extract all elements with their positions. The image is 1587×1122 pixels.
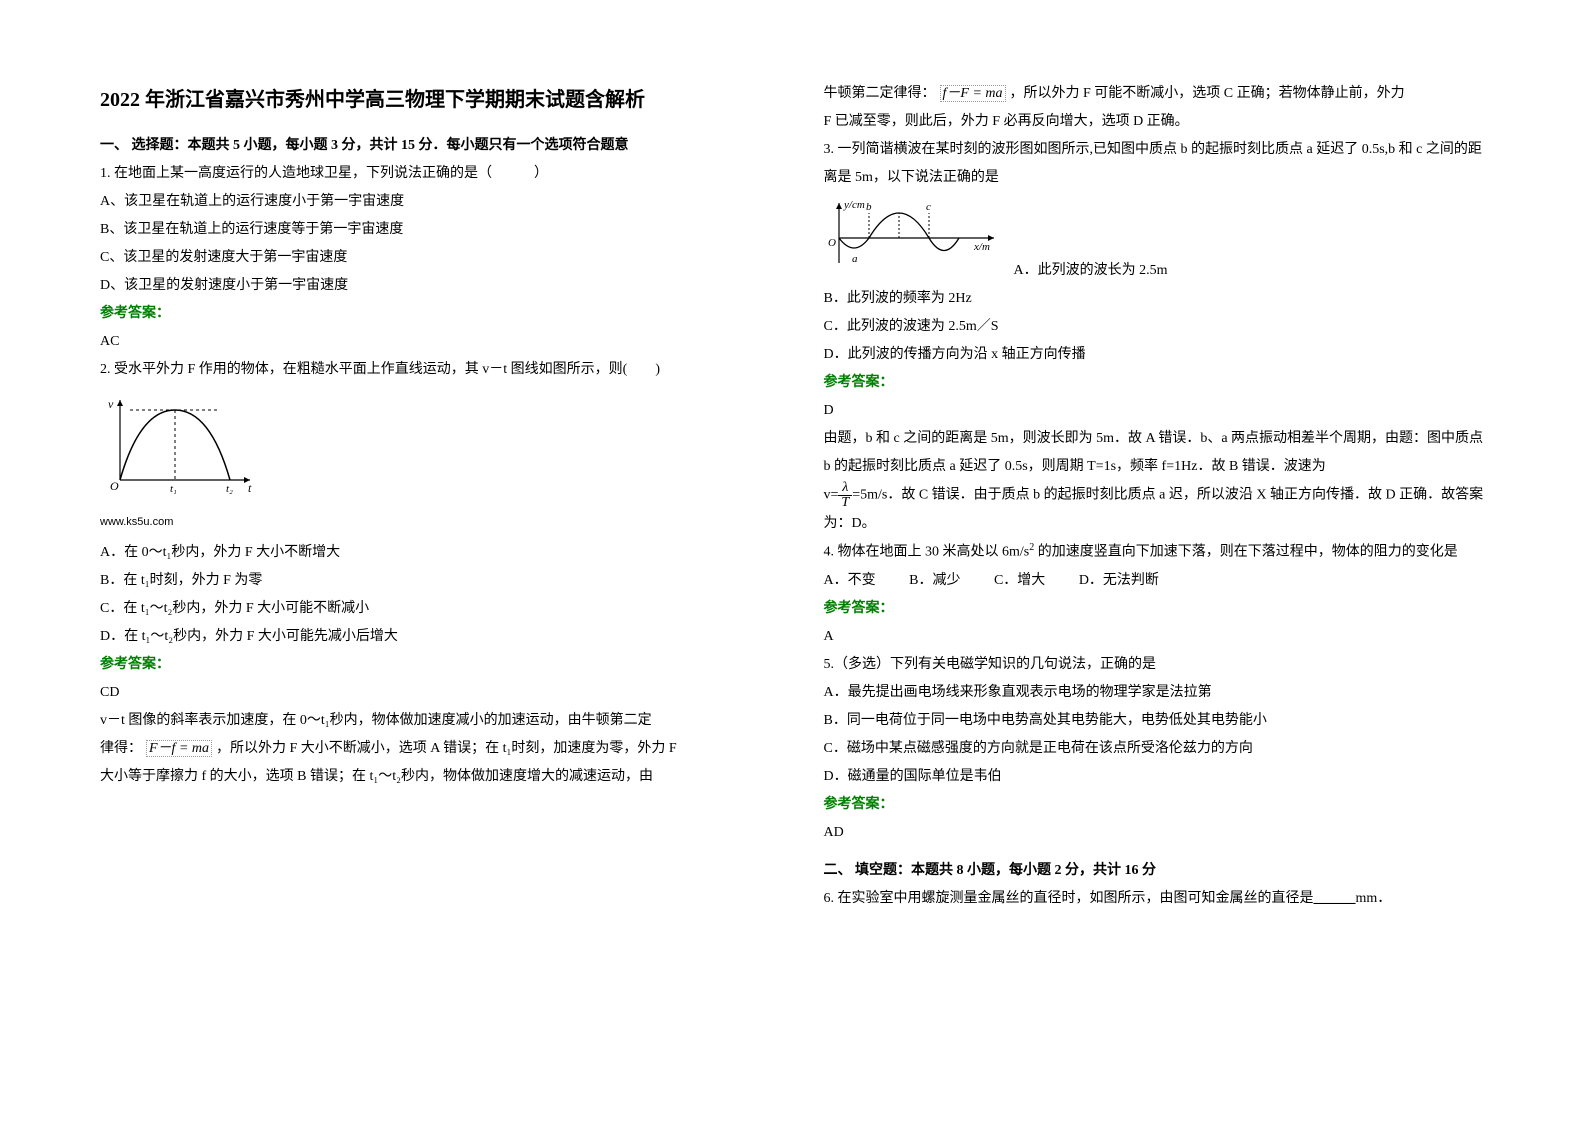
q4-options: A．不变 B．减少 C．增大 D．无法判断: [824, 567, 1488, 595]
q3-optA: A．此列波的波长为 2.5m: [1014, 257, 1168, 285]
q1-optB: B、该卫星在轨道上的运行速度等于第一宇宙速度: [100, 216, 764, 244]
doc-title: 2022 年浙江省嘉兴市秀州中学高三物理下学期期末试题含解析: [100, 80, 764, 120]
q5-answer: AD: [824, 819, 1488, 847]
q4-answer: A: [824, 623, 1488, 651]
q1-stem: 1. 在地面上某一高度运行的人造地球卫星，下列说法正确的是（ ）: [100, 160, 764, 188]
left-column: 2022 年浙江省嘉兴市秀州中学高三物理下学期期末试题含解析 一、 选择题：本题…: [100, 80, 764, 913]
q5-optB: B．同一电荷位于同一电场中电势高处其电势能大，电势低处其电势能小: [824, 707, 1488, 735]
q2-expl-line3: 大小等于摩擦力 f 的大小，选项 B 错误；在 t₁～t₂秒内，物体做加速度增大…: [100, 763, 764, 791]
section1-heading: 一、 选择题：本题共 5 小题，每小题 3 分，共计 15 分．每小题只有一个选…: [100, 132, 764, 160]
q2-optD: D．在 t₁～t₂秒内，外力 F 大小可能先减小后增大: [100, 623, 764, 651]
section2-heading: 二、 填空题：本题共 8 小题，每小题 2 分，共计 16 分: [824, 857, 1488, 885]
q2-optA: A．在 0～t₁秒内，外力 F 大小不断增大: [100, 539, 764, 567]
svg-text:c: c: [926, 201, 931, 213]
q2-optC: C．在 t₁～t₂秒内，外力 F 大小可能不断减小: [100, 595, 764, 623]
q1-optD: D、该卫星的发射速度小于第一宇宙速度: [100, 272, 764, 300]
q2-graph: v t O t₁ t₂ www.ks5u.com: [100, 390, 764, 533]
q2-graph-url: www.ks5u.com: [100, 511, 764, 533]
svg-text:t: t: [248, 481, 252, 495]
q2-formula-2: f－F = ma: [940, 85, 1006, 102]
q3-expl2: v= λ T =5m/s．故 C 错误．由于质点 b 的起振时刻比质点 a 迟，…: [824, 481, 1488, 538]
q6-stem: 6. 在实验室中用螺旋测量金属丝的直径时，如图所示，由图可知金属丝的直径是___…: [824, 885, 1488, 913]
q2-answer-label: 参考答案：: [100, 651, 764, 679]
q3-optC: C．此列波的波速为 2.5m／S: [824, 313, 1488, 341]
q2-expl-line1: v－t 图像的斜率表示加速度，在 0～t₁秒内，物体做加速度减小的加速运动，由牛…: [100, 707, 764, 735]
q2-answer: CD: [100, 679, 764, 707]
right-column: 牛顿第二定律得：f－F = ma，所以外力 F 可能不断减小，选项 C 正确；若…: [824, 80, 1488, 913]
q1-optA: A、该卫星在轨道上的运行速度小于第一宇宙速度: [100, 188, 764, 216]
q1-optC: C、该卫星的发射速度大于第一宇宙速度: [100, 244, 764, 272]
q5-stem: 5.（多选）下列有关电磁学知识的几句说法，正确的是: [824, 651, 1488, 679]
q2-expl-line4: 牛顿第二定律得：f－F = ma，所以外力 F 可能不断减小，选项 C 正确；若…: [824, 80, 1488, 108]
q2-formula-1: F－f = ma: [146, 740, 212, 757]
q2-t1-label: t₁: [170, 483, 177, 495]
q3-answer: D: [824, 397, 1488, 425]
q5-optC: C．磁场中某点磁感强度的方向就是正电荷在该点所受洛伦兹力的方向: [824, 735, 1488, 763]
svg-text:O: O: [110, 479, 119, 493]
q2-optB: B．在 t₁时刻，外力 F 为零: [100, 567, 764, 595]
q3-optD: D．此列波的传播方向为沿 x 轴正方向传播: [824, 341, 1488, 369]
q5-answer-label: 参考答案：: [824, 791, 1488, 819]
q1-answer: AC: [100, 328, 764, 356]
q3-expl1: 由题，b 和 c 之间的距离是 5m，则波长即为 5m．故 A 错误．b、a 两…: [824, 425, 1488, 481]
q1-answer-label: 参考答案：: [100, 300, 764, 328]
svg-text:a: a: [852, 253, 858, 265]
q4-answer-label: 参考答案：: [824, 595, 1488, 623]
svg-text:O: O: [828, 237, 836, 249]
q2-stem: 2. 受水平外力 F 作用的物体，在粗糙水平面上作直线运动，其 v－t 图线如图…: [100, 356, 764, 384]
svg-text:b: b: [866, 201, 872, 213]
q3-answer-label: 参考答案：: [824, 369, 1488, 397]
q2-expl-line2: 律得：F－f = ma，所以外力 F 大小不断减小，选项 A 错误；在 t₁时刻…: [100, 735, 764, 763]
q2-expl-line5: F 已减至零，则此后，外力 F 必再反向增大，选项 D 正确。: [824, 108, 1488, 136]
svg-text:x/m: x/m: [973, 241, 990, 253]
svg-text:v: v: [108, 397, 114, 411]
q3-optB: B．此列波的频率为 2Hz: [824, 285, 1488, 313]
q3-graph-row: y/cm x/m O b c a A．此列波的波长为 2.5m: [824, 192, 1488, 285]
q3-stem: 3. 一列简谐横波在某时刻的波形图如图所示,已知图中质点 b 的起振时刻比质点 …: [824, 136, 1488, 192]
q5-optD: D．磁通量的国际单位是韦伯: [824, 763, 1488, 791]
svg-text:y/cm: y/cm: [843, 199, 865, 211]
q5-optA: A．最先提出画电场线来形象直观表示电场的物理学家是法拉第: [824, 679, 1488, 707]
q4-stem: 4. 物体在地面上 30 米高处以 6m/s2 的加速度竖直向下加速下落，则在下…: [824, 538, 1488, 567]
q2-t2-label: t₂: [226, 483, 233, 495]
q3-graph: y/cm x/m O b c a: [824, 198, 1004, 279]
q6-blank: ______: [1314, 891, 1356, 906]
